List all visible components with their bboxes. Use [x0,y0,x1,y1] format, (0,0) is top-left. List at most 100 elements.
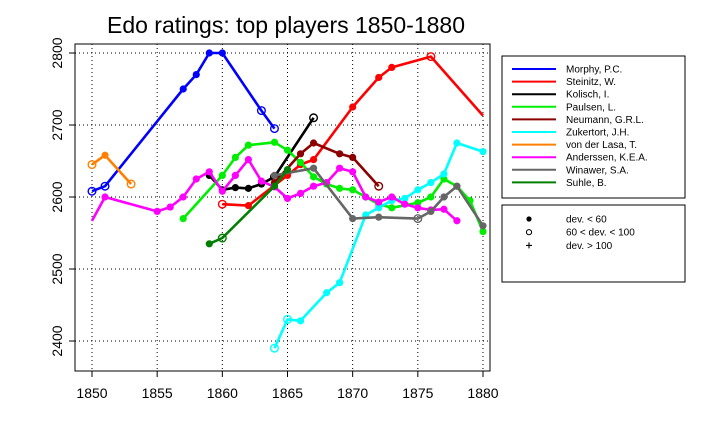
data-point [401,194,409,203]
x-tick-label: 1880 [467,385,498,401]
data-point [375,204,383,212]
legend-label: Anderssen, K.E.A. [566,153,648,164]
series-line [273,141,380,188]
y-tick-label: 2500 [49,253,65,284]
marker-legend: dev. < 60 60 < dev. < 100 dev. > 100 [525,215,635,252]
data-point [257,177,266,185]
data-point [283,194,292,203]
data-point [479,148,487,156]
series-9 [205,166,292,248]
data-point [309,173,318,181]
open-marker-icon [525,229,533,236]
data-point [349,186,357,194]
data-point [296,158,305,167]
data-point [388,193,396,201]
data-point [427,207,435,215]
data-point [217,233,227,243]
data-point [270,171,279,179]
data-point [244,184,252,192]
series-line [222,55,484,207]
data-point [309,155,318,164]
legend-item: Steinitz, W. [512,77,616,88]
legend-item: Suhle, B. [512,178,607,189]
x-axis: 1850 1855 1860 1865 1870 1875 1880 [76,371,499,401]
legend-label: Zukertort, J.H. [566,128,629,139]
filled-marker-icon [526,216,532,222]
data-point [479,222,487,230]
legend-label: Kolisch, I. [566,90,609,101]
data-point [269,124,279,134]
series-legend: Morphy, P.C.Steinitz, W. Kolisch, I.Pauls… [512,65,648,189]
data-point [440,205,448,213]
series-5 [269,139,487,353]
data-point [192,175,200,183]
data-point [270,138,279,146]
data-point [323,289,331,297]
data-point [414,204,422,212]
data-point [296,317,305,325]
data-point [269,343,279,353]
data-point [426,52,436,62]
data-point [414,199,422,207]
data-point [336,150,344,158]
data-point [256,106,266,116]
data-point [309,164,318,172]
x-tick-label: 1865 [272,385,303,401]
data-point [296,150,305,158]
data-point [336,164,344,172]
legend-item: Kolisch, I. [512,90,609,101]
y-tick-label: 2400 [49,325,65,356]
data-point [296,189,305,197]
data-point [375,73,383,82]
plus-marker-icon [526,242,532,249]
y-tick-label: 2600 [49,181,65,212]
data-point [414,186,422,194]
data-point [388,63,396,71]
data-point [231,171,239,179]
data-point [179,193,187,201]
data-point [453,139,461,147]
legend-label: Paulsen, L. [566,102,616,113]
data-point [309,182,318,190]
legend-item: Anderssen, K.E.A. [512,153,648,164]
data-point [218,187,226,195]
legend-label: Neumann, G.R.L. [566,115,644,126]
legend-item: Paulsen, L. [512,102,616,113]
series-line [182,141,485,233]
data-point [205,240,213,248]
chart-title: Edo ratings: top players 1850-1880 [107,12,465,38]
data-point [179,85,187,93]
data-point [244,141,252,149]
y-tick-label: 2800 [49,37,65,68]
data-point [283,146,292,154]
y-tick-label: 2700 [49,109,65,140]
marker-key-item: 60 < dev. < 100 [525,228,635,239]
x-tick-label: 1855 [142,385,173,401]
data-point [375,213,383,221]
legend-label: von der Lasa, T. [566,140,637,151]
data-point [453,217,461,225]
data-point [153,207,161,215]
data-point [427,193,435,201]
marker-key-label: dev. > 100 [566,241,613,252]
data-point [217,199,227,209]
data-point [231,153,239,161]
series-legend-box [501,55,686,199]
series-8 [270,164,487,230]
data-point [205,168,213,176]
data-point [349,215,357,223]
legend-label: Winawer, S.A. [566,165,629,176]
data-point [205,49,213,57]
x-tick-label: 1870 [337,385,368,401]
data-point [388,204,396,212]
plot-frame [74,43,491,372]
data-point [231,184,239,192]
x-tick-label: 1860 [207,385,238,401]
marker-key-label: 60 < dev. < 100 [566,228,635,239]
x-tick-label: 1875 [402,385,433,401]
series-line [208,168,289,245]
data-point [126,179,136,189]
series-7 [90,155,461,225]
data-point [349,153,357,161]
